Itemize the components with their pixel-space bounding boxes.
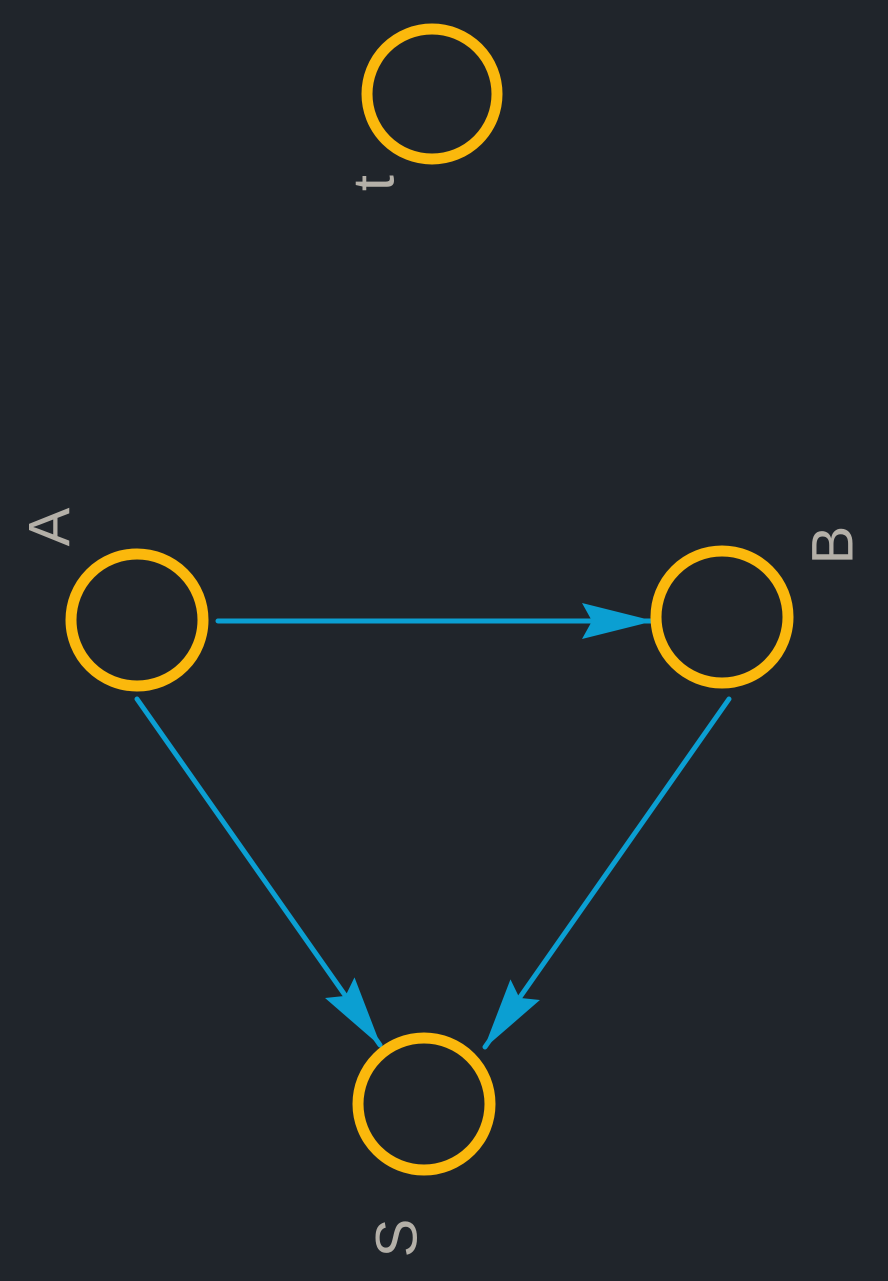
node-a[interactable]: A	[18, 507, 209, 692]
node-t[interactable]: t	[342, 23, 503, 191]
edge-a-to-s	[134, 696, 383, 1048]
node-b-circle	[650, 545, 794, 689]
node-s[interactable]: S	[352, 1032, 496, 1258]
node-s-circle	[352, 1032, 496, 1176]
node-b-label: B	[801, 526, 866, 565]
node-t-label: t	[342, 175, 407, 191]
node-s-label: S	[365, 1219, 430, 1258]
node-b[interactable]: B	[650, 526, 866, 689]
node-t-circle	[361, 23, 503, 165]
edge-b-to-s	[482, 696, 732, 1050]
node-a-label: A	[18, 507, 83, 546]
node-a-circle	[65, 548, 209, 692]
